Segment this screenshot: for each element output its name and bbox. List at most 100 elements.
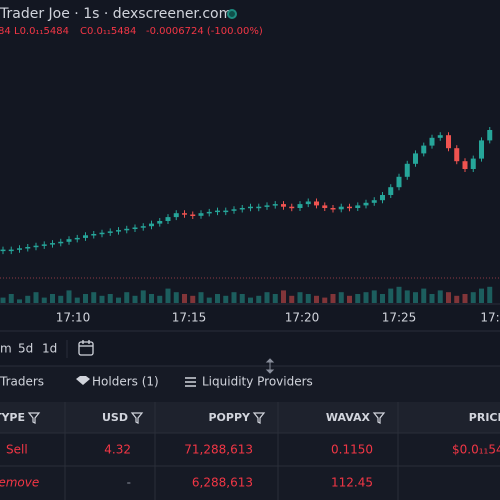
chart-title: Trader Joe · 1s · dexscreener.com — [0, 6, 232, 22]
volume-bar — [83, 294, 88, 303]
candle-body — [388, 187, 394, 195]
candle-body — [223, 210, 229, 213]
volume-bar — [231, 292, 237, 303]
candle-body — [363, 202, 369, 206]
volume-bar — [215, 294, 220, 303]
volume-bar — [363, 292, 369, 303]
column-header: PRICE — [469, 411, 500, 424]
volume-bar — [99, 295, 105, 303]
candle-body — [347, 206, 352, 209]
status-dot — [227, 9, 237, 19]
candle-body — [66, 239, 72, 242]
filter-icon[interactable] — [130, 412, 144, 424]
column-header: POPPY — [208, 411, 251, 424]
candle-body — [116, 230, 121, 232]
tab[interactable]: Liquidity Providers — [202, 375, 313, 389]
candle-body — [132, 227, 138, 229]
volume-bar — [281, 290, 286, 303]
volume-bar — [248, 297, 253, 303]
time-label: 17:15 — [172, 311, 207, 325]
candle-body — [91, 234, 97, 236]
candle-body — [107, 231, 113, 233]
cell: 112.45 — [331, 476, 373, 490]
calendar-icon[interactable] — [78, 340, 94, 356]
volume-bar — [305, 294, 311, 303]
volume-bar — [58, 295, 64, 303]
candle-body — [487, 130, 493, 141]
volume-bar — [404, 290, 410, 303]
resize-handle[interactable] — [265, 358, 275, 374]
volume-bar — [388, 288, 394, 303]
filter-icon[interactable] — [27, 412, 41, 424]
candle-body — [462, 161, 468, 169]
range-button[interactable]: m — [0, 342, 12, 356]
candle-body — [58, 241, 64, 244]
volume-bar — [124, 292, 130, 303]
volume-bar — [140, 290, 146, 303]
volume-bar — [17, 299, 22, 303]
volume-bar — [413, 292, 418, 303]
volume-bar — [0, 297, 6, 303]
volume-bar — [74, 297, 80, 303]
column-header: USD — [102, 411, 128, 424]
filter-icon[interactable] — [252, 412, 266, 424]
candle-body — [421, 145, 427, 154]
candle-body — [41, 244, 47, 246]
candle-body — [404, 163, 410, 177]
candle-body — [231, 209, 237, 211]
volume-bar — [429, 294, 435, 303]
volume-bar — [132, 295, 138, 303]
candle-body — [99, 232, 105, 235]
volume-bar — [371, 290, 377, 303]
candle-body — [17, 248, 22, 250]
volume-bar — [256, 295, 262, 303]
candle-body — [198, 213, 204, 216]
candle-body — [330, 208, 336, 210]
time-label: 17:20 — [285, 311, 320, 325]
candle-body — [355, 205, 361, 208]
cell: Sell — [6, 443, 28, 457]
volume-bar — [330, 294, 336, 303]
candle-body — [396, 176, 402, 188]
volume-bar — [421, 288, 427, 303]
tab[interactable]: Holders (1) — [92, 375, 159, 389]
volume-bar — [173, 292, 179, 303]
ohlc: C0.0₁₁5484 — [80, 26, 136, 37]
volume-bar — [437, 290, 443, 303]
volume-bar — [116, 297, 121, 303]
tab[interactable]: Traders — [0, 375, 44, 389]
volume-bar — [380, 294, 385, 303]
volume-bar — [338, 292, 344, 303]
time-label: 17:25 — [382, 311, 417, 325]
volume-bar — [41, 297, 47, 303]
candle-body — [149, 223, 154, 227]
volume-bar — [322, 297, 328, 303]
range-button[interactable]: 5d — [18, 342, 33, 356]
candle-body — [281, 204, 286, 207]
volume-bar — [198, 292, 204, 303]
candle-body — [215, 210, 220, 213]
column-header: TYPE — [0, 411, 25, 424]
volume-bar — [91, 292, 97, 303]
volume-bar — [182, 294, 187, 303]
volume-bar — [454, 295, 460, 303]
candle-body — [25, 247, 31, 249]
candle-body — [264, 205, 270, 207]
volume-bar — [206, 297, 212, 303]
candle-body — [248, 206, 253, 209]
candle-body — [140, 226, 146, 228]
column-header: WAVAX — [326, 411, 371, 424]
filter-icon[interactable] — [372, 412, 386, 424]
volume-bar — [347, 295, 352, 303]
time-label: 17: — [480, 311, 499, 325]
volume-bar — [25, 295, 31, 303]
range-button[interactable]: 1d — [42, 342, 57, 356]
candle-body — [289, 206, 295, 209]
volume-bar — [289, 295, 295, 303]
candle-body — [371, 200, 377, 203]
table-header — [0, 402, 500, 433]
lp-icon — [185, 377, 196, 387]
volume-bar — [264, 292, 270, 303]
volume-bar — [462, 294, 468, 303]
candle-body — [0, 249, 6, 252]
